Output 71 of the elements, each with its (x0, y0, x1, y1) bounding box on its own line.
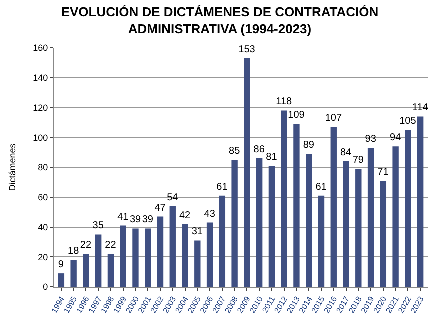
bar (145, 228, 152, 287)
data-label: 18 (68, 246, 80, 258)
bar (405, 130, 412, 287)
bar (380, 180, 387, 287)
bar (268, 166, 276, 287)
data-label: 81 (266, 152, 278, 164)
bar (244, 58, 250, 287)
y-tick-label: 20 (38, 252, 48, 262)
bar (318, 196, 325, 287)
bar (294, 124, 300, 287)
data-label: 61 (316, 182, 328, 193)
data-label: 79 (352, 154, 364, 166)
bar (95, 234, 102, 287)
data-label: 105 (400, 116, 417, 128)
data-label: 86 (254, 144, 266, 156)
bar (343, 162, 350, 287)
data-label: 94 (390, 132, 402, 144)
y-tick-label: 40 (38, 222, 48, 232)
y-tick-label: 80 (38, 162, 48, 173)
bar (232, 160, 238, 287)
data-label: 84 (340, 148, 352, 159)
y-tick-label: 120 (33, 102, 48, 113)
bar (206, 222, 214, 287)
bar (182, 224, 188, 287)
data-label: 85 (229, 146, 241, 158)
bar (392, 146, 399, 287)
bar (70, 260, 77, 287)
data-label: 89 (303, 140, 315, 152)
y-axis-title: Dictámenes (8, 143, 18, 192)
data-label: 114 (412, 102, 429, 114)
bar (219, 196, 226, 287)
bar (281, 110, 288, 287)
data-label: 109 (288, 110, 306, 122)
data-label: 39 (142, 214, 154, 226)
data-label: 43 (204, 208, 216, 220)
y-tick-label: 100 (33, 132, 48, 143)
data-label: 61 (216, 182, 228, 193)
data-label: 22 (80, 240, 92, 252)
bar (170, 206, 176, 287)
data-label: 118 (276, 96, 293, 108)
bar (306, 154, 312, 287)
data-label: 153 (238, 44, 256, 56)
data-label: 93 (365, 134, 377, 146)
data-label: 35 (92, 220, 104, 232)
bar (330, 127, 337, 287)
y-tick-label: 140 (33, 73, 48, 84)
bar (356, 168, 362, 287)
data-label: 31 (192, 226, 204, 238)
data-label: 9 (58, 260, 64, 271)
chart-title: EVOLUCIÓN DE DICTÁMENES DE CONTRATACIÓN ADMINISTRATIVA (1994-2023) (61, 4, 379, 36)
bar (256, 158, 263, 287)
bar (368, 148, 374, 287)
data-label: 47 (154, 202, 166, 214)
bar (417, 116, 424, 287)
data-label: 54 (167, 192, 179, 204)
bar (132, 228, 139, 287)
data-label: 39 (130, 214, 142, 226)
bar (194, 240, 201, 287)
bar (157, 216, 164, 287)
data-label: 107 (325, 113, 342, 124)
bar (120, 226, 126, 287)
bar (108, 254, 114, 287)
data-label: 42 (179, 210, 192, 222)
data-label: 41 (118, 212, 130, 223)
data-label: 71 (378, 166, 390, 178)
bar (58, 274, 65, 287)
data-label: 22 (105, 240, 117, 252)
y-tick-label: 60 (38, 192, 48, 203)
y-tick-label: 160 (33, 43, 48, 54)
y-tick-label: 0 (43, 282, 48, 292)
bar (83, 254, 90, 287)
